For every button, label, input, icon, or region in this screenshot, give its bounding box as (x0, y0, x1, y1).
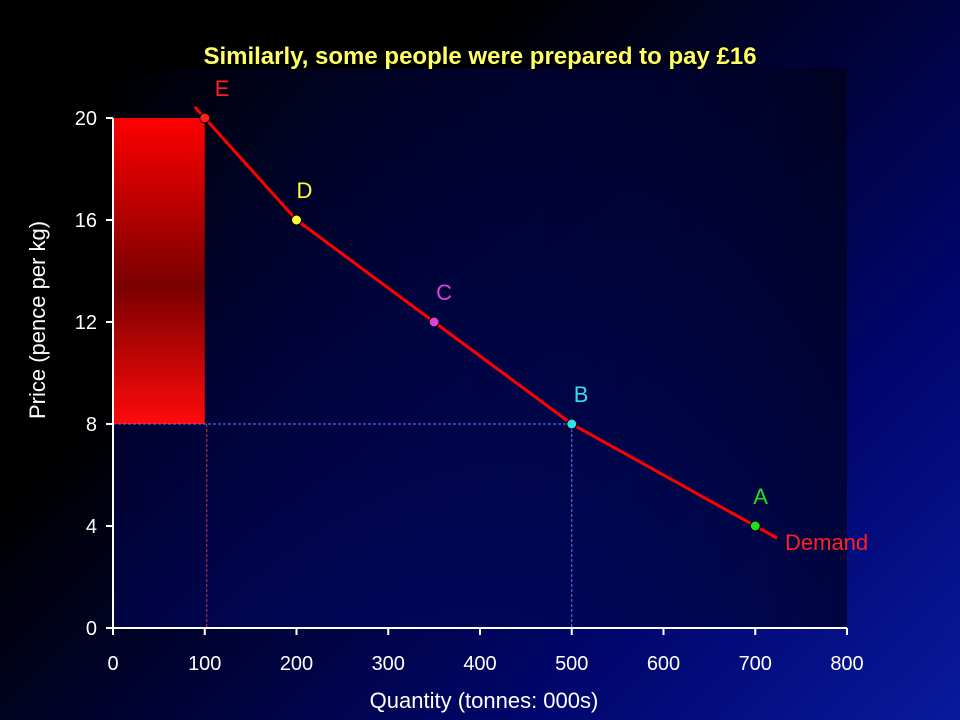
x-tick-label: 700 (739, 653, 772, 675)
demand-points: E D C B A (199, 76, 768, 532)
point-a-marker (749, 520, 761, 532)
point-e-marker (199, 112, 211, 124)
x-tick-label: 500 (555, 653, 588, 675)
point-e-label: E (215, 76, 230, 101)
y-tick-label: 16 (75, 210, 97, 232)
y-tick-label: 12 (75, 312, 97, 334)
y-axis-ticks: 0 4 8 12 16 20 (75, 108, 113, 640)
point-d-marker (291, 214, 302, 226)
y-tick-label: 4 (86, 516, 97, 538)
point-d-label: D (297, 178, 313, 203)
chart-title: Similarly, some people were prepared to … (203, 43, 756, 70)
x-tick-label: 300 (372, 653, 405, 675)
y-axis-label: Price (pence per kg) (25, 221, 50, 419)
consumer-surplus-area (113, 118, 205, 424)
x-tick-label: 0 (107, 653, 118, 675)
y-tick-label: 8 (86, 414, 97, 436)
point-a-label: A (753, 484, 768, 509)
demand-label: Demand (785, 530, 868, 555)
plot-area-shade (113, 68, 847, 628)
point-c-label: C (436, 280, 452, 305)
point-b-label: B (574, 382, 589, 407)
x-axis-ticks: 0 100 200 300 400 500 600 700 800 (107, 628, 864, 675)
point-c-marker (428, 316, 440, 328)
x-tick-label: 600 (647, 653, 680, 675)
x-tick-label: 200 (280, 653, 313, 675)
y-tick-label: 20 (75, 108, 97, 130)
x-axis-label: Quantity (tonnes: 000s) (370, 688, 599, 713)
x-tick-label: 800 (830, 653, 863, 675)
point-b-marker (566, 418, 578, 430)
y-tick-label: 0 (86, 618, 97, 640)
x-tick-label: 100 (188, 653, 221, 675)
x-tick-label: 400 (463, 653, 496, 675)
